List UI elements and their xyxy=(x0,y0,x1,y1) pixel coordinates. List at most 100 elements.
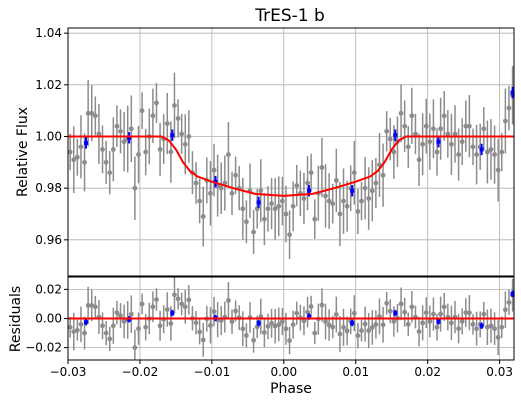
transit-model-curve xyxy=(68,135,514,197)
x-tick-label: 0.00 xyxy=(270,365,297,379)
residuals-raw-point xyxy=(359,328,364,333)
residuals-raw-point xyxy=(463,310,469,316)
residuals-raw-point xyxy=(416,329,422,335)
flux-raw-point xyxy=(355,209,361,214)
residuals-raw-point xyxy=(398,301,404,307)
flux-raw-point xyxy=(143,149,149,155)
flux-raw-point xyxy=(226,152,231,157)
residuals-binned-point xyxy=(393,311,398,316)
flux-raw-point xyxy=(463,123,469,129)
residuals-raw-point xyxy=(193,320,199,326)
flux-raw-point xyxy=(85,110,91,116)
flux-raw-point xyxy=(179,131,185,137)
x-tick-label: 0.01 xyxy=(342,365,369,379)
residuals-raw-point xyxy=(294,310,300,316)
flux-raw-point xyxy=(244,219,249,225)
flux-binned-point xyxy=(127,135,132,140)
flux-raw-point xyxy=(218,185,224,191)
residuals-y-tick-label: 0.00 xyxy=(35,312,62,326)
flux-raw-point xyxy=(449,141,454,147)
flux-y-ticks: 0.96 0.98 1.00 1.02 1.04 xyxy=(35,26,68,247)
flux-raw-point xyxy=(251,229,256,235)
residuals-y-ticks: −0.02 0.00 0.02 xyxy=(25,282,68,355)
residuals-raw-point xyxy=(136,326,141,332)
flux-raw-point xyxy=(229,190,235,196)
flux-raw-point xyxy=(441,113,447,119)
residuals-raw-point xyxy=(502,307,508,313)
residuals-raw-point xyxy=(175,296,181,302)
flux-raw-point xyxy=(330,201,336,207)
flux-raw-point xyxy=(71,157,77,163)
residuals-raw-point xyxy=(244,333,249,338)
flux-raw-point xyxy=(150,113,156,119)
flux-raw-point xyxy=(197,198,203,204)
residuals-y-tick-label: 0.02 xyxy=(35,282,62,296)
flux-raw-point xyxy=(492,152,497,157)
residuals-raw-point xyxy=(82,330,87,336)
residuals-raw-point xyxy=(103,330,109,336)
residuals-raw-point xyxy=(71,329,77,335)
flux-raw-point xyxy=(481,126,487,132)
flux-raw-point xyxy=(344,203,350,209)
flux-axes-frame xyxy=(67,27,515,277)
residuals-raw-point xyxy=(333,312,339,317)
flux-raw-point xyxy=(495,167,501,173)
flux-raw-point xyxy=(398,110,404,116)
flux-raw-point xyxy=(74,154,80,160)
residuals-raw-point xyxy=(182,304,188,310)
x-tick-label: −0.01 xyxy=(193,365,230,379)
residuals-raw-point xyxy=(405,321,411,327)
flux-raw-point xyxy=(373,180,379,186)
flux-raw-point xyxy=(164,121,170,126)
flux-raw-point xyxy=(369,188,375,194)
residuals-raw-point xyxy=(387,308,393,314)
residuals-raw-point xyxy=(265,324,271,329)
flux-raw-point xyxy=(438,126,444,132)
flux-raw-point xyxy=(323,193,328,199)
flux-raw-point xyxy=(431,126,436,132)
flux-raw-point xyxy=(409,113,415,119)
flux-raw-point xyxy=(211,167,217,173)
flux-raw-point xyxy=(92,113,98,119)
residuals-raw-point xyxy=(143,324,149,330)
residuals-raw-point xyxy=(495,335,501,340)
flux-binned-point xyxy=(213,179,218,184)
flux-raw-point xyxy=(200,214,206,219)
x-tick-label: −0.02 xyxy=(122,365,159,379)
flux-raw-point xyxy=(78,144,84,150)
flux-raw-point xyxy=(420,141,426,147)
chart-title: TrES-1 b xyxy=(254,6,325,26)
flux-raw-point xyxy=(366,196,372,201)
residuals-binned-point xyxy=(170,311,175,316)
residuals-raw-point xyxy=(240,326,246,332)
residuals-raw-point xyxy=(484,324,490,330)
residuals-binned-point xyxy=(256,321,261,326)
residuals-raw-point xyxy=(269,320,274,326)
residuals-raw-point xyxy=(114,310,120,316)
flux-raw-point xyxy=(136,152,141,157)
residuals-raw-point xyxy=(251,337,256,343)
flux-raw-point xyxy=(96,131,102,137)
flux-y-tick-label: 1.04 xyxy=(35,26,62,40)
flux-raw-point xyxy=(470,144,476,150)
flux-raw-point xyxy=(467,123,472,129)
flux-raw-point xyxy=(502,118,508,124)
flux-raw-point xyxy=(265,206,271,212)
residuals-raw-point xyxy=(157,323,163,329)
flux-raw-point xyxy=(333,178,339,183)
residuals-panel: −0.02 0.00 0.02 −0.03 −0.02 −0.01 0.00 0.01 0.0… xyxy=(8,276,515,397)
flux-raw-point xyxy=(452,131,458,137)
residuals-raw-point xyxy=(139,301,145,307)
residuals-raw-point xyxy=(92,304,98,310)
flux-raw-point xyxy=(402,123,408,129)
residuals-raw-point xyxy=(431,311,436,317)
residuals-raw-point xyxy=(290,322,296,328)
residuals-raw-point xyxy=(100,323,105,329)
residuals-raw-point xyxy=(384,300,390,306)
residuals-raw-point xyxy=(85,302,91,308)
x-tick-label: 0.03 xyxy=(486,365,513,379)
flux-raw-point xyxy=(172,103,177,108)
flux-binned-point xyxy=(393,133,398,138)
flux-raw-point xyxy=(157,147,163,152)
